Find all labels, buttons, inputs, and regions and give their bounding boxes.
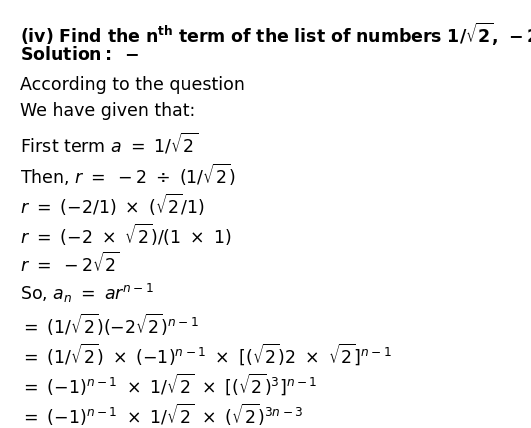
Text: $=\ (-1)^{n-1}\ \times\ 1/\sqrt{2}\ \times\ [(\sqrt{2})^3]^{n-1}$: $=\ (-1)^{n-1}\ \times\ 1/\sqrt{2}\ \tim… [20, 372, 317, 397]
Text: So, $a_n\ =\ ar^{n-1}$: So, $a_n\ =\ ar^{n-1}$ [20, 282, 154, 305]
Text: First term $a\ =\ 1/\sqrt{2}$: First term $a\ =\ 1/\sqrt{2}$ [20, 132, 198, 157]
Text: According to the question: According to the question [20, 76, 245, 95]
Text: $=\ (1/\sqrt{2})\ \times\ (-1)^{n-1}\ \times\ [(\sqrt{2})2\ \times\ \sqrt{2}]^{n: $=\ (1/\sqrt{2})\ \times\ (-1)^{n-1}\ \t… [20, 342, 391, 367]
Text: We have given that:: We have given that: [20, 102, 195, 120]
Text: $r\ =\ (-2\ \times\ \sqrt{2})/(1\ \times\ 1)$: $r\ =\ (-2\ \times\ \sqrt{2})/(1\ \times… [20, 222, 232, 248]
Text: $=\ (-1)^{n-1}\ \times\ 1/\sqrt{2}\ \times\ (\sqrt{2})^{3n-3}$: $=\ (-1)^{n-1}\ \times\ 1/\sqrt{2}\ \tim… [20, 402, 303, 428]
Text: $r\ =\ -2\sqrt{2}$: $r\ =\ -2\sqrt{2}$ [20, 252, 119, 276]
Text: Then, $r\ =\ -2\ \div\ (1/\sqrt{2})$: Then, $r\ =\ -2\ \div\ (1/\sqrt{2})$ [20, 162, 235, 188]
Text: $\mathbf{Solution:\ -}$: $\mathbf{Solution:\ -}$ [20, 46, 139, 64]
Text: $=\ (1/\sqrt{2})(-2\sqrt{2})^{n-1}$: $=\ (1/\sqrt{2})(-2\sqrt{2})^{n-1}$ [20, 312, 199, 338]
Text: $\mathbf{(iv)\ Find\ the\ n^{th}\ term\ of\ the\ list\ of\ numbers\ 1/\sqrt{2},\: $\mathbf{(iv)\ Find\ the\ n^{th}\ term\ … [20, 21, 531, 48]
Text: $r\ =\ (-2/1)\ \times\ (\sqrt{2}/1)$: $r\ =\ (-2/1)\ \times\ (\sqrt{2}/1)$ [20, 192, 205, 218]
